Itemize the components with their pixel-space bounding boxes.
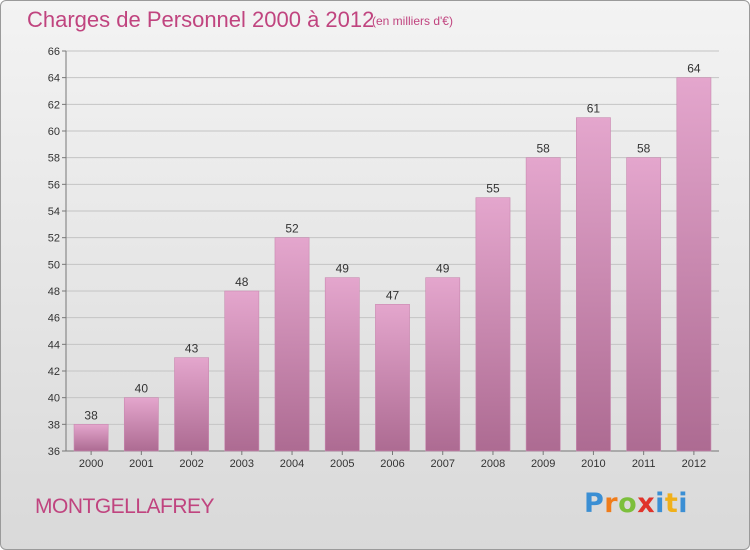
bar-value-label: 55 xyxy=(486,182,500,196)
x-tick-label: 2000 xyxy=(79,458,103,470)
brand-letter: i xyxy=(678,488,689,519)
bar xyxy=(174,357,209,452)
y-tick-label: 64 xyxy=(48,73,60,85)
y-tick-label: 36 xyxy=(48,446,60,458)
bar-value-label: 49 xyxy=(436,262,450,276)
bar xyxy=(224,290,260,452)
y-tick-label: 46 xyxy=(48,313,60,325)
y-tick-label: 48 xyxy=(48,286,60,298)
y-tick-label: 50 xyxy=(48,259,60,271)
bar-value-label: 61 xyxy=(587,102,601,116)
x-tick-label: 2012 xyxy=(682,458,706,470)
x-tick-label: 2007 xyxy=(430,458,454,470)
brand-letter: t xyxy=(664,488,679,519)
bar xyxy=(425,277,461,452)
x-tick-label: 2003 xyxy=(230,458,254,470)
bar xyxy=(123,397,159,452)
x-tick-label: 2009 xyxy=(531,458,555,470)
bar xyxy=(676,77,712,452)
y-tick-label: 56 xyxy=(48,179,60,191)
x-tick-label: 2006 xyxy=(380,458,404,470)
bar-value-label: 49 xyxy=(336,262,350,276)
y-tick-label: 58 xyxy=(48,153,60,165)
bar-value-label: 38 xyxy=(84,408,98,422)
y-tick-label: 66 xyxy=(48,46,60,58)
y-tick-label: 42 xyxy=(48,366,60,378)
y-tick-label: 40 xyxy=(48,393,60,405)
chart-title: Charges de Personnel 2000 à 2012 xyxy=(27,7,375,32)
bar xyxy=(525,157,561,452)
bar-value-label: 52 xyxy=(285,222,299,236)
x-tick-label: 2011 xyxy=(632,458,656,470)
bar-value-label: 48 xyxy=(235,275,249,289)
y-tick-label: 44 xyxy=(48,339,60,351)
x-tick-label: 2010 xyxy=(581,458,605,470)
bar xyxy=(375,304,410,452)
x-tick-label: 2002 xyxy=(179,458,203,470)
bar xyxy=(475,197,511,452)
x-tick-label: 2001 xyxy=(129,458,153,470)
brand-letter: r xyxy=(604,488,619,519)
proxiti-logo: Proxiti xyxy=(584,488,688,519)
brand-letter: x xyxy=(637,488,656,519)
y-tick-label: 54 xyxy=(48,206,60,218)
brand-letter: P xyxy=(584,488,605,519)
bar xyxy=(576,117,611,452)
bar-value-label: 47 xyxy=(386,288,400,302)
x-tick-label: 2005 xyxy=(330,458,354,470)
bar-value-label: 58 xyxy=(637,142,651,156)
bar-value-label: 40 xyxy=(135,382,149,396)
commune-name: MONTGELLAFREY xyxy=(35,495,215,518)
bar xyxy=(274,237,310,452)
bar-value-label: 64 xyxy=(687,62,701,76)
bar xyxy=(73,424,109,452)
bar xyxy=(324,277,360,452)
y-tick-label: 38 xyxy=(48,419,60,431)
x-tick-label: 2008 xyxy=(481,458,505,470)
x-tick-label: 2004 xyxy=(280,458,304,470)
y-tick-label: 60 xyxy=(48,126,60,138)
bar xyxy=(626,157,662,452)
brand-letter: i xyxy=(655,488,665,519)
y-tick-label: 52 xyxy=(48,233,60,245)
bar-value-label: 58 xyxy=(537,142,551,156)
brand-letter: o xyxy=(618,488,638,519)
y-tick-label: 62 xyxy=(48,99,60,111)
chart-subtitle: (en milliers d'€) xyxy=(372,14,453,28)
bar-value-label: 43 xyxy=(185,342,199,356)
